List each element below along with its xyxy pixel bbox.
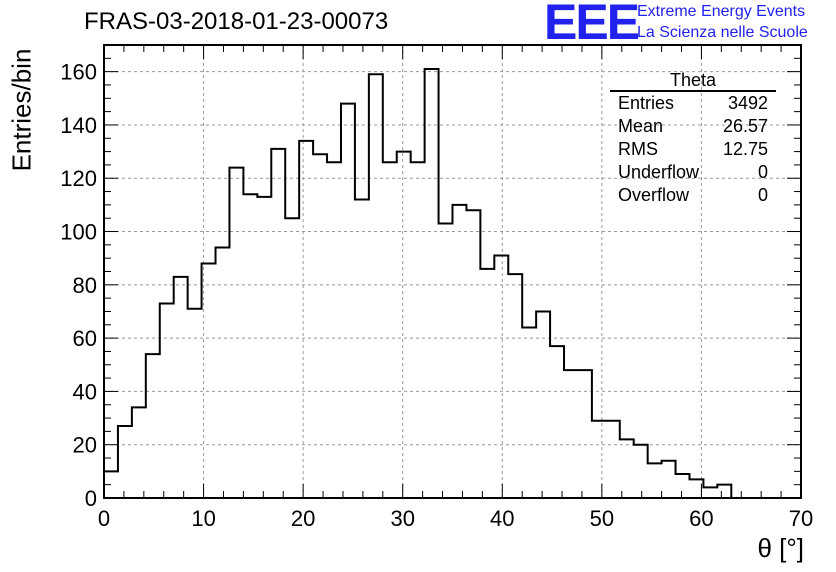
histogram-bin <box>522 327 536 498</box>
histogram-bin <box>439 224 453 498</box>
eee-logo: EEE <box>544 0 640 50</box>
histogram-bin <box>662 461 676 498</box>
histogram-bin <box>703 487 717 498</box>
histogram-series <box>104 67 801 499</box>
stats-label: Mean <box>618 116 664 136</box>
histogram-bin <box>202 264 216 498</box>
stats-row-underflow: Underflow 0 <box>610 161 776 184</box>
histogram-bin <box>717 485 731 498</box>
stats-row-overflow: Overflow 0 <box>610 184 776 207</box>
y-tick-label: 40 <box>73 379 97 404</box>
stats-label: Underflow <box>618 162 700 182</box>
histogram-bin <box>634 445 648 498</box>
stats-row-entries: Entries 3492 <box>610 92 776 115</box>
histogram-bin <box>578 370 592 498</box>
histogram-bin <box>369 74 383 498</box>
histogram-bin <box>355 200 369 498</box>
logo-line-1: Extreme Energy Events <box>637 3 806 20</box>
y-tick-label: 60 <box>73 326 97 351</box>
histogram-bin <box>243 194 257 498</box>
histogram-bin <box>271 149 285 498</box>
histogram-bin <box>397 152 411 498</box>
histogram-bin <box>676 474 690 498</box>
plot-frame <box>103 44 802 499</box>
histogram-bin <box>174 277 188 498</box>
histogram-bin <box>466 210 480 498</box>
histogram-bin <box>606 421 620 498</box>
stats-label: RMS <box>618 139 658 159</box>
x-axis-label: θ [°] <box>757 533 804 563</box>
stats-value: 0 <box>757 162 768 182</box>
x-tick-label: 60 <box>689 506 713 531</box>
histogram-bin <box>216 248 230 498</box>
stats-title: Theta <box>610 70 776 92</box>
histogram-bin <box>104 471 118 498</box>
histogram-bin <box>383 162 397 498</box>
histogram-bin <box>620 439 634 498</box>
histogram-bin <box>146 354 160 498</box>
stats-label: Overflow <box>618 185 690 205</box>
y-tick-label: 80 <box>73 273 97 298</box>
histogram-bin <box>564 370 578 498</box>
stats-value: 3492 <box>727 93 768 113</box>
y-tick-label: 100 <box>60 220 97 245</box>
x-tick-label: 70 <box>789 506 813 531</box>
x-tick-label: 50 <box>590 506 614 531</box>
x-tick-label: 40 <box>490 506 514 531</box>
plot-title: FRAS-03-2018-01-23-00073 <box>84 8 389 35</box>
x-tick-label: 30 <box>390 506 414 531</box>
logo-line-2: La Scienza nelle Scuole <box>637 24 808 41</box>
y-tick-label: 20 <box>73 433 97 458</box>
histogram-bin <box>689 479 703 498</box>
stats-box: Theta Entries 3492 Mean 26.57 RMS 12.75 … <box>610 70 776 207</box>
histogram-bin <box>550 346 564 498</box>
x-tick-label: 20 <box>291 506 315 531</box>
histogram-bin <box>341 104 355 498</box>
histogram-bin <box>257 197 271 498</box>
histogram-bin <box>536 311 550 498</box>
y-tick-label: 140 <box>60 113 97 138</box>
stats-value: 12.75 <box>722 139 768 159</box>
histogram-bin <box>508 274 522 498</box>
histogram-bin <box>132 407 146 498</box>
histogram-bin <box>425 69 439 498</box>
histogram-bin <box>411 162 425 498</box>
y-tick-label: 120 <box>60 166 97 191</box>
histogram-bin <box>160 303 174 498</box>
x-tick-label: 0 <box>98 506 110 531</box>
histogram-bin <box>592 421 606 498</box>
histogram-bin <box>453 205 467 498</box>
histogram-bin <box>299 141 313 498</box>
histogram-bin <box>648 463 662 498</box>
y-tick-label: 160 <box>60 60 97 85</box>
histogram-bin <box>313 154 327 498</box>
stats-value: 26.57 <box>722 116 768 136</box>
histogram-bin <box>494 256 508 498</box>
stats-row-mean: Mean 26.57 <box>610 115 776 138</box>
histogram-bin <box>188 309 202 498</box>
histogram-bin <box>229 168 243 498</box>
histogram-bin <box>480 269 494 498</box>
stats-label: Entries <box>618 93 675 113</box>
stats-row-rms: RMS 12.75 <box>610 138 776 161</box>
histogram-bin <box>327 162 341 498</box>
y-tick-label: 0 <box>85 486 97 511</box>
x-tick-label: 10 <box>191 506 215 531</box>
histogram-bin <box>118 426 132 498</box>
stats-value: 0 <box>757 185 768 205</box>
histogram-bin <box>285 218 299 498</box>
